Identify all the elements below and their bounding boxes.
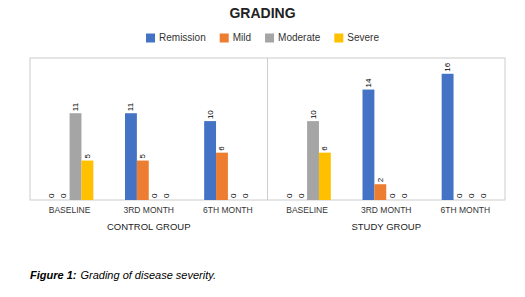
legend-label: Moderate [278,32,321,43]
bar [477,200,489,201]
data-label: 6 [217,146,226,151]
legend-swatch [146,34,155,43]
caption-label: Figure 1: [30,269,77,281]
x-axis: BASELINE 3RD MONTH 6TH MONTH BASELINE 3RD MO… [49,205,490,215]
bar [204,121,216,200]
bar [161,200,173,201]
legend-swatch [265,34,274,43]
data-label: 10 [309,110,318,119]
legend-item: Moderate [265,32,321,43]
x-tick-label: BASELINE [49,205,91,215]
bar [283,200,295,201]
data-label: 0 [47,193,56,198]
x-tick-label: 6TH MONTH [441,205,491,215]
bar [398,200,410,201]
data-label: 16 [443,62,452,71]
bar [442,74,454,200]
bars [70,74,454,200]
data-label: 0 [229,193,238,198]
legend-label: Remission [159,32,206,43]
bar [46,200,58,201]
bar [374,184,386,200]
legend-label: Severe [347,32,379,43]
x-tick-label: 6TH MONTH [203,205,253,215]
bar [216,153,228,200]
bar [149,200,161,201]
data-label: 2 [376,177,385,182]
bar [363,90,375,200]
bar [228,200,240,201]
bar [240,200,252,201]
bar [137,161,149,200]
data-label: 0 [285,193,294,198]
caption: Figure 1:Grading of disease severity. [30,269,216,281]
data-label: 11 [126,102,135,111]
data-label: 0 [388,193,397,198]
data-label: 5 [138,154,147,159]
data-label: 0 [479,193,488,198]
data-labels: 011100141605602011001000500600 [47,62,487,198]
title: GRADING [229,5,295,21]
group-label: STUDY GROUP [351,221,421,232]
data-label: 0 [467,193,476,198]
bar [58,200,70,201]
legend: Remission Mild Moderate Severe [146,32,379,43]
bar [125,113,137,200]
bar [386,200,398,201]
legend-item: Severe [334,32,379,43]
plot-frame [30,58,505,200]
legend-item: Mild [220,32,251,43]
bar [319,153,331,200]
data-label: 0 [297,193,306,198]
x-tick-label: 3RD MONTH [123,205,174,215]
x-tick-label: 3RD MONTH [361,205,412,215]
data-label: 0 [400,193,409,198]
data-label: 11 [71,102,80,111]
data-label: 0 [241,193,250,198]
data-label: 0 [150,193,159,198]
bar [70,113,82,200]
bar [465,200,477,201]
data-label: 0 [59,193,68,198]
data-label: 14 [364,78,373,87]
legend-item: Remission [146,32,206,43]
group-label: CONTROL GROUP [107,221,191,232]
bar [81,161,93,200]
bar [307,121,319,200]
data-label: 10 [206,110,215,119]
legend-swatch [334,34,343,43]
caption-text: Grading of disease severity. [80,269,216,281]
x-tick-label: BASELINE [286,205,328,215]
chart: GRADING Remission Mild Moderate Severe 0 11 10 0… [0,0,525,297]
legend-label: Mild [233,32,251,43]
bar [295,200,307,201]
bar [454,200,466,201]
data-label: 0 [162,193,171,198]
group-divider [267,58,268,200]
data-label: 5 [83,154,92,159]
data-label: 0 [455,193,464,198]
legend-swatch [220,34,229,43]
data-label: 6 [320,146,329,151]
